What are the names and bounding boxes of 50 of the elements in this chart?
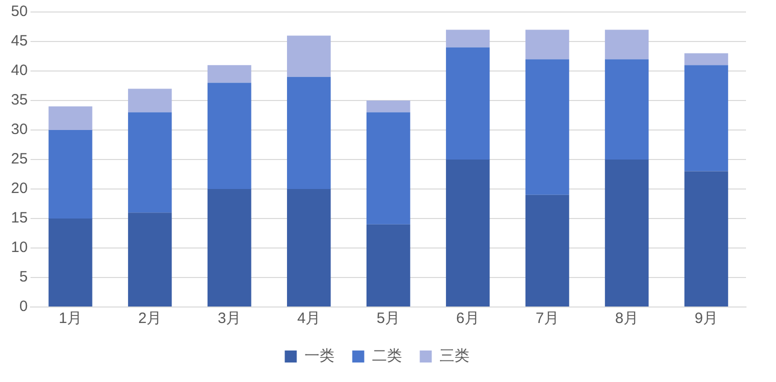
x-tick-label: 8月 [615,310,638,328]
bar [208,189,252,306]
bar [366,112,410,224]
bar [208,65,252,83]
y-tick-label: 25 [10,150,28,168]
x-tick-label: 7月 [536,310,559,328]
bar [128,212,172,306]
bar [525,59,570,195]
x-tick-label: 9月 [694,310,718,328]
y-tick-label: 35 [10,92,28,109]
bar [604,59,649,160]
bar [446,47,490,160]
bar [446,160,490,306]
bar [366,224,410,306]
bar [128,112,172,213]
y-tick-label: 30 [10,121,28,138]
bar [48,218,92,306]
bar [684,53,728,66]
bar [208,82,252,189]
y-tick-label: 45 [10,32,28,50]
x-tick-label: 2月 [138,310,162,328]
bar [604,30,649,60]
legend-label: 二类 [372,348,402,365]
legend-label: 三类 [439,348,470,365]
bar [128,88,172,112]
x-tick-label: 6月 [456,310,480,328]
x-tick-label: 3月 [218,310,242,328]
y-tick-label: 10 [10,239,28,256]
bar [684,65,728,172]
bar [287,189,331,306]
x-tick-label: 1月 [58,310,82,328]
bar [684,171,728,306]
bar [525,194,570,306]
y-tick-label: 40 [10,62,28,80]
legend-label: 一类 [304,348,334,365]
bar [446,30,490,48]
bar [48,130,92,218]
y-tick-label: 0 [19,298,28,316]
bar [287,36,331,77]
x-tick-label: 4月 [297,310,321,328]
bar [287,76,331,189]
y-tick-label: 50 [10,3,28,20]
y-tick-label: 20 [10,180,28,198]
bar [525,30,570,60]
x-tick-label: 5月 [376,310,400,328]
bar [48,106,92,130]
bar [366,100,410,112]
y-tick-label: 15 [10,210,28,227]
y-tick-label: 5 [19,268,28,286]
bar [604,160,649,306]
